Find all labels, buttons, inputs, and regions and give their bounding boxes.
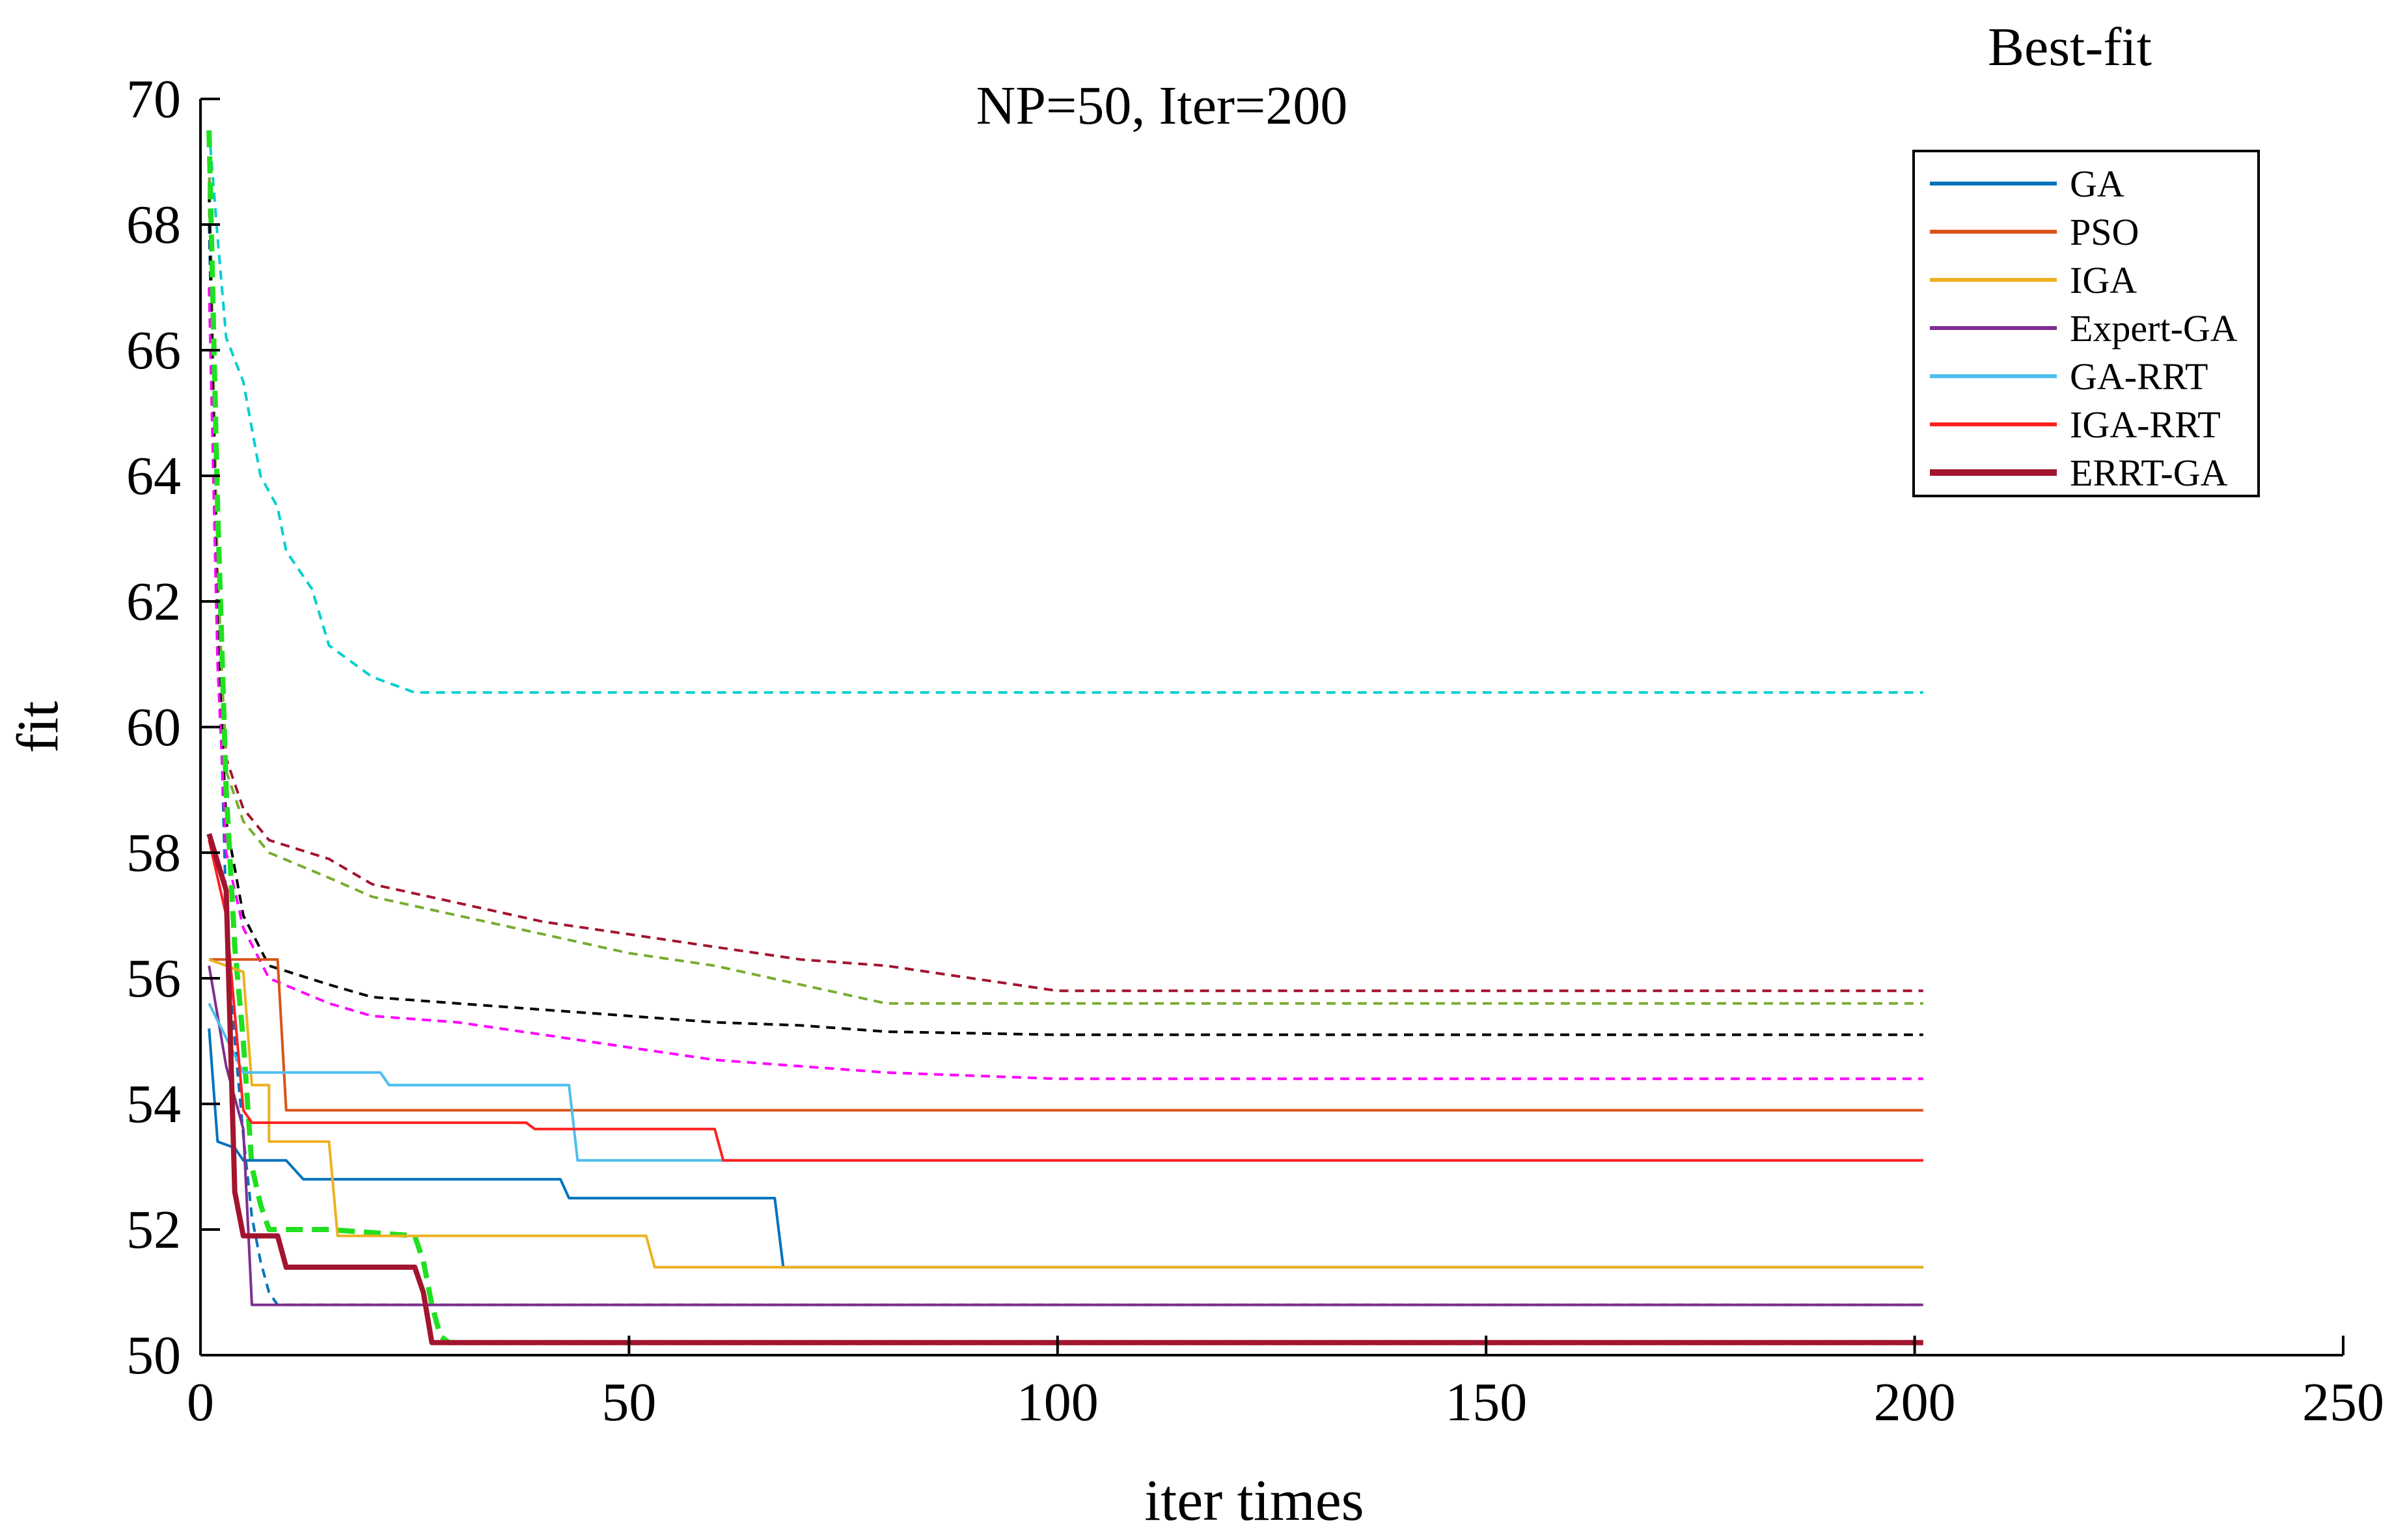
x-tick-label: 50 [601, 1372, 656, 1433]
x-tick-label: 250 [2302, 1372, 2384, 1433]
series-line-ga-rrt [208, 1002, 1923, 1162]
y-tick-label: 50 [126, 1325, 181, 1386]
legend-label: IGA-RRT [2070, 404, 2221, 446]
series-line-iga-rrt [208, 840, 1923, 1162]
legend-label: IGA [2070, 259, 2137, 301]
x-tick-label: 0 [187, 1372, 214, 1433]
legend-label: ERRT-GA [2070, 452, 2228, 494]
series-line-unnamed-11 [208, 193, 1923, 1036]
legend-box [1912, 150, 2260, 497]
x-tick-label: 100 [1017, 1372, 1099, 1433]
series-layer [206, 130, 1923, 1345]
series-line-expert-ga [208, 965, 1923, 1306]
y-tick-label: 60 [126, 697, 181, 758]
y-tick-label: 66 [126, 320, 181, 381]
y-tick-label: 56 [126, 948, 181, 1009]
y-tick-label: 64 [126, 446, 181, 506]
chart-title: NP=50, Iter=200 [976, 76, 1348, 136]
legend-label: GA-RRT [2070, 355, 2208, 398]
y-tick-label: 70 [126, 69, 181, 130]
series-line-unnamed-9 [208, 161, 1923, 993]
legend: GA PSO IGA Expert-GA GA-RRT IGA-RRT ERRT-GA [1912, 150, 2260, 497]
x-tick-label: 150 [1445, 1372, 1527, 1433]
series-line-unnamed-10 [208, 161, 1923, 1005]
y-tick-label: 62 [126, 571, 181, 632]
y-axis-label: fit [6, 701, 70, 753]
legend-label: GA [2070, 163, 2124, 205]
x-tick-label: 200 [1874, 1372, 1956, 1433]
series-line-errt-ga [206, 832, 1923, 1345]
y-tick-label: 52 [126, 1200, 181, 1260]
y-tick-label: 54 [126, 1074, 181, 1134]
legend-label: PSO [2070, 211, 2139, 253]
y-tick-label: 68 [126, 195, 181, 255]
series-line-unnamed-8 [208, 130, 1923, 694]
series-line-iga [208, 958, 1923, 1269]
x-axis-label: iter times [1144, 1468, 1364, 1533]
y-tick-label: 58 [126, 823, 181, 883]
series-line-ga [208, 1028, 1923, 1269]
series-line-pso [209, 958, 1923, 1112]
legend-label: Expert-GA [2070, 307, 2238, 350]
series-line-unnamed-12 [208, 287, 1923, 1080]
series-line-unnamed-13 [206, 130, 1923, 1345]
corner-label: Best-fit [1988, 17, 2152, 77]
